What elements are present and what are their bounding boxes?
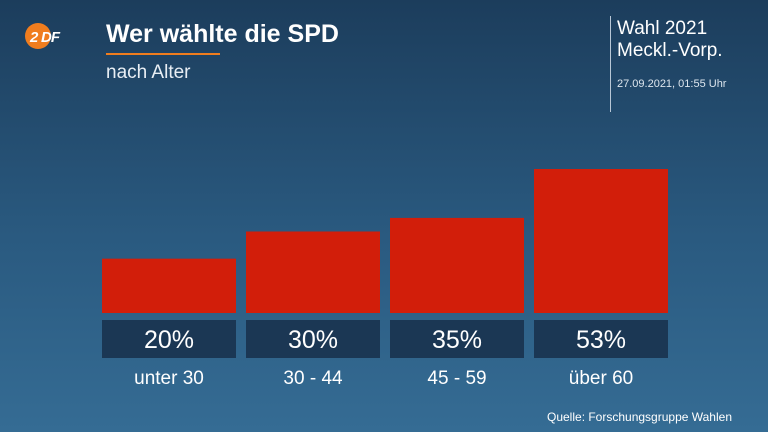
title-underline <box>106 53 220 55</box>
value-box-0 <box>102 320 236 358</box>
timestamp: 27.09.2021, 01:55 Uhr <box>617 78 727 90</box>
election-region: Meckl.-Vorp. <box>617 40 723 61</box>
bar-2 <box>390 217 524 313</box>
election-title: Wahl 2021 <box>617 18 708 39</box>
value-box-3 <box>534 320 668 358</box>
value-label-0: 20% <box>144 326 194 354</box>
chart-subtitle: nach Alter <box>106 62 191 83</box>
bar-0 <box>102 258 236 313</box>
category-label-3: über 60 <box>569 368 633 389</box>
bar-3 <box>534 169 668 313</box>
value-box-1 <box>246 320 380 358</box>
chart-title: Wer wählte die SPD <box>106 20 339 48</box>
source-note: Quelle: Forschungsgruppe Wahlen <box>547 410 732 424</box>
svg-text:DF: DF <box>41 29 61 46</box>
header-divider <box>610 16 611 112</box>
election-info: Wahl 2021 Meckl.-Vorp. <box>617 18 723 62</box>
category-label-0: unter 30 <box>134 368 204 389</box>
value-label-3: 53% <box>576 326 626 354</box>
svg-text:2: 2 <box>29 29 39 46</box>
value-label-1: 30% <box>288 326 338 354</box>
bar-1 <box>246 231 380 313</box>
value-box-2 <box>390 320 524 358</box>
category-label-2: 45 - 59 <box>427 368 486 389</box>
value-label-2: 35% <box>432 326 482 354</box>
zdf-logo: 2 DF <box>25 23 62 49</box>
category-label-1: 30 - 44 <box>283 368 343 389</box>
